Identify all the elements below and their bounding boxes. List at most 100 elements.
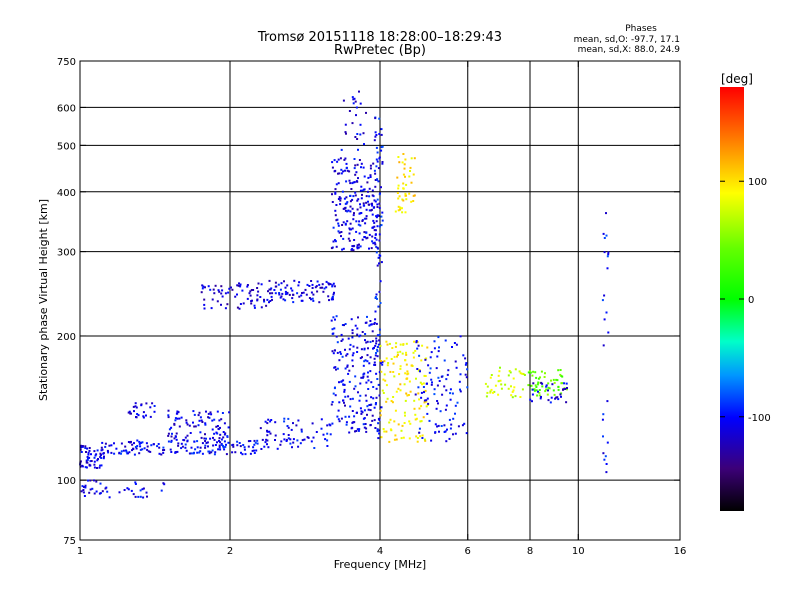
data-point — [123, 489, 126, 491]
data-point — [435, 407, 438, 410]
data-point — [445, 389, 448, 392]
data-point — [217, 448, 220, 451]
data-point — [93, 492, 96, 495]
data-point — [236, 440, 239, 443]
data-point — [347, 395, 350, 398]
data-point — [603, 251, 606, 254]
data-point — [367, 200, 369, 203]
data-point — [336, 415, 339, 418]
data-point — [301, 439, 304, 442]
data-point — [140, 404, 143, 407]
data-point — [375, 251, 378, 254]
data-point — [563, 382, 566, 385]
data-point — [518, 370, 521, 373]
data-point — [355, 106, 358, 109]
data-point — [369, 340, 372, 343]
data-point — [340, 148, 343, 151]
data-point — [375, 342, 378, 345]
data-point — [364, 333, 367, 335]
data-point — [362, 204, 365, 207]
data-point — [84, 447, 87, 449]
data-point — [153, 405, 156, 407]
chart-subtitle: RwPretec (Bp) — [334, 43, 426, 58]
data-point — [535, 386, 538, 388]
x-tick-labels: 1 2 4 6 8 10 16 — [77, 546, 687, 557]
data-point — [402, 343, 405, 346]
data-point — [270, 287, 273, 290]
data-point — [141, 488, 144, 491]
data-point — [557, 385, 560, 388]
data-point — [512, 389, 515, 392]
data-point — [359, 382, 362, 385]
data-point — [134, 405, 137, 408]
data-point — [550, 396, 553, 399]
data-point — [380, 186, 382, 189]
data-point — [325, 280, 328, 283]
data-point — [374, 296, 377, 298]
data-point — [225, 443, 227, 446]
data-point — [353, 158, 356, 160]
data-point — [364, 423, 367, 425]
data-point — [196, 446, 199, 449]
data-point — [246, 297, 249, 300]
data-point — [390, 358, 393, 360]
data-point — [353, 212, 355, 215]
data-point — [413, 340, 416, 343]
data-point — [332, 240, 335, 243]
data-point — [296, 439, 299, 442]
data-point — [192, 410, 195, 413]
data-point — [349, 195, 352, 197]
data-point — [308, 285, 311, 287]
data-point — [343, 388, 346, 391]
data-point — [193, 440, 196, 443]
data-point — [417, 369, 420, 372]
data-point — [358, 243, 360, 246]
data-point — [547, 386, 550, 389]
data-point — [337, 224, 340, 227]
data-point — [395, 390, 398, 393]
data-point — [198, 419, 201, 422]
data-point — [375, 245, 378, 248]
data-point — [351, 329, 354, 332]
data-point — [310, 298, 312, 301]
data-point — [346, 353, 349, 356]
x-tick-label: 1 — [77, 546, 83, 557]
data-point — [263, 445, 266, 448]
data-point — [430, 378, 433, 381]
data-point — [299, 442, 302, 445]
data-point — [367, 190, 369, 193]
data-point — [452, 433, 454, 436]
data-point — [283, 280, 285, 283]
data-point — [284, 293, 287, 296]
data-point — [354, 375, 357, 378]
data-point — [372, 219, 375, 222]
data-point — [93, 463, 96, 466]
data-point — [459, 388, 461, 391]
data-point — [211, 419, 214, 422]
data-point — [451, 346, 453, 348]
data-point — [365, 195, 368, 198]
data-point — [381, 219, 384, 222]
data-point — [319, 286, 322, 289]
data-point — [404, 399, 407, 402]
data-point — [337, 182, 340, 185]
data-point — [324, 438, 327, 441]
data-point — [226, 303, 229, 306]
data-point — [498, 370, 501, 373]
data-point — [397, 184, 400, 187]
data-point — [486, 391, 489, 394]
data-point — [297, 445, 300, 448]
data-point — [209, 411, 212, 414]
data-point — [274, 285, 277, 288]
data-point — [188, 424, 191, 427]
colorbar-tick-label: 0 — [748, 295, 754, 306]
data-point — [190, 446, 193, 449]
data-point — [399, 206, 402, 209]
data-point — [398, 161, 401, 164]
data-point — [331, 284, 334, 287]
data-point — [219, 426, 221, 429]
data-point — [553, 393, 556, 396]
data-point — [357, 177, 359, 180]
data-point — [130, 412, 132, 415]
